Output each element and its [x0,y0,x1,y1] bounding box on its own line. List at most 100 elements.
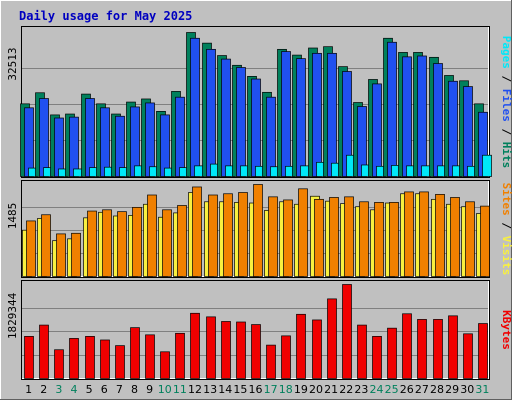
bar-sites-day-16 [253,184,263,277]
bar-sites-day-11 [177,205,187,277]
x-tick-label-day-8: 8 [131,383,138,396]
legend-entry: Visits [500,236,512,276]
x-tick-label-day-18: 18 [279,383,293,396]
bar-kbytes-day-6 [100,339,110,379]
x-tick-label-day-3: 3 [55,383,62,396]
bar-kbytes-day-14 [221,321,231,379]
chart-title: Daily usage for May 2025 [19,9,192,23]
bar-kbytes-day-13 [206,316,216,379]
bar-files-day-5 [85,98,95,177]
bar-kbytes-day-12 [190,312,200,379]
bar-kbytes-day-10 [160,351,170,379]
bar-sites-day-14 [223,193,233,277]
x-tick-label-day-6: 6 [101,383,108,396]
bar-kbytes-day-4 [69,338,79,379]
bar-files-day-26 [402,56,412,177]
bar-sites-day-9 [147,194,157,277]
bar-sites-day-19 [298,188,308,277]
x-tick-label-day-7: 7 [116,383,123,396]
bar-sites-day-4 [71,232,81,277]
x-tick-label-day-2: 2 [40,383,47,396]
x-tick-label-day-22: 22 [339,383,353,396]
panel-top: 32513 Pages / Files / Hits [6,26,512,178]
bar-pages-day-31 [482,154,492,177]
x-tick-label-day-5: 5 [86,383,93,396]
bar-pages-day-12 [194,165,204,177]
x-tick-label-day-29: 29 [445,383,459,396]
legend-entry: / [500,216,512,236]
panel-top-legend: Pages / Files / Hits [500,36,512,169]
bar-sites-day-21 [329,197,339,277]
x-tick-label-day-31: 31 [475,383,489,396]
bar-files-day-14 [221,58,231,177]
bar-files-day-19 [296,58,306,177]
panel-mid-max-label: 1485 [6,203,19,230]
legend-entry: Pages [500,36,512,69]
bar-kbytes-day-20 [312,319,322,379]
panel-bot-max-label: 1829344 [6,292,19,339]
bar-files-day-29 [448,80,458,177]
bar-sites-day-29 [450,197,460,277]
bar-files-day-15 [236,67,246,177]
bar-files-day-18 [281,51,291,177]
x-tick-label-day-25: 25 [385,383,399,396]
legend-entry: / [500,69,512,89]
bar-sites-day-12 [192,186,202,277]
bar-files-day-20 [312,52,322,177]
bar-pages-day-19 [300,165,310,177]
x-tick-label-day-15: 15 [233,383,247,396]
bar-kbytes-day-3 [54,349,64,379]
bar-sites-day-25 [389,202,399,277]
bar-kbytes-day-11 [175,332,185,379]
bar-files-day-9 [145,102,155,177]
bar-kbytes-day-30 [463,333,473,379]
bar-sites-day-17 [268,196,278,277]
bar-kbytes-day-24 [372,336,382,379]
bar-sites-day-18 [283,199,293,277]
bar-sites-day-24 [374,202,384,277]
bar-files-day-30 [463,86,473,177]
panel-bot: 1829344 KBytes [6,280,512,380]
x-tick-label-day-20: 20 [309,383,323,396]
legend-entry: Sites [500,183,512,216]
x-tick-label-day-27: 27 [415,383,429,396]
bar-sites-day-28 [435,194,445,277]
x-tick-label-day-13: 13 [203,383,217,396]
bar-sites-day-30 [465,201,475,277]
x-tick-label-day-16: 16 [249,383,263,396]
bar-kbytes-day-8 [130,327,140,379]
bar-kbytes-day-25 [387,327,397,379]
legend-entry: KBytes [500,310,512,350]
bar-files-day-16 [251,78,261,177]
bar-files-day-27 [417,55,427,177]
bar-sites-day-13 [208,194,218,277]
x-tick-label-day-26: 26 [400,383,414,396]
bar-sites-day-2 [41,214,51,277]
bar-sites-day-20 [314,198,324,277]
bar-kbytes-day-29 [448,315,458,379]
bar-sites-day-22 [344,196,354,277]
bar-kbytes-day-15 [236,321,246,379]
panel-bot-legend: KBytes [500,310,512,350]
bar-pages-day-27 [421,165,431,177]
bar-kbytes-day-9 [145,334,155,379]
x-tick-label-day-12: 12 [188,383,202,396]
panel-top-max-label: 32513 [6,47,19,80]
bar-files-day-13 [206,48,216,177]
bar-files-day-4 [69,116,79,177]
bar-sites-day-1 [26,220,36,277]
x-tick-label-day-21: 21 [324,383,338,396]
bar-kbytes-day-7 [115,345,125,379]
bar-kbytes-day-23 [357,324,367,379]
bar-kbytes-day-17 [266,344,276,379]
bar-kbytes-day-16 [251,324,261,379]
bar-sites-day-26 [404,191,414,277]
bar-sites-day-5 [87,210,97,277]
bar-sites-day-3 [56,233,66,277]
bar-kbytes-day-21 [327,298,337,379]
x-tick-label-day-19: 19 [294,383,308,396]
bar-sites-day-31 [480,205,490,277]
bar-kbytes-day-18 [281,335,291,379]
